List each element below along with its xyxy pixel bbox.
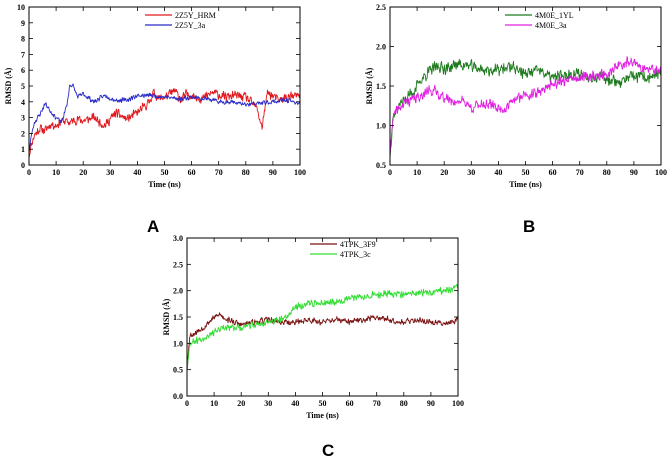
panel-c-x-tick-label: 40 bbox=[291, 399, 299, 408]
panel-a-y-tick-label: 7 bbox=[21, 50, 25, 59]
panel-a-x-tick-label: 30 bbox=[106, 168, 114, 177]
panel-letter-a: A bbox=[147, 217, 159, 236]
panel-a-series-2z5y-hrm bbox=[28, 88, 301, 157]
panel-b-x-tick-label: 10 bbox=[413, 168, 421, 177]
panel-a-y-tick-label: 3 bbox=[21, 114, 25, 123]
panel-b-y-tick-label: 2.5 bbox=[376, 3, 386, 12]
panel-c-legend-label: 4TPK_3F9 bbox=[340, 240, 376, 249]
panel-c-legend-label: 4TPK_3c bbox=[340, 250, 371, 259]
panel-a-y-tick-label: 0 bbox=[21, 161, 25, 170]
panel-b-y-tick-label: 0.5 bbox=[376, 161, 386, 170]
panel-c-y-axis-title: RMSD (Å) bbox=[162, 298, 171, 335]
panel-a-y-tick-label: 2 bbox=[21, 129, 25, 138]
panel-a-x-tick-label: 10 bbox=[52, 168, 60, 177]
panel-c-y-tick-label: 2.5 bbox=[173, 260, 183, 269]
panel-b-series-4m0e-3a bbox=[389, 56, 662, 158]
panel-b-legend-label: 4M0E_3a bbox=[535, 21, 567, 30]
panel-c-y-tick-label: 1.5 bbox=[173, 313, 183, 322]
panel-a-y-tick-label: 10 bbox=[17, 3, 25, 12]
panel-c-y-tick-label: 0.5 bbox=[173, 366, 183, 375]
panel-c-x-tick-label: 100 bbox=[452, 399, 464, 408]
panel-b-x-tick-label: 70 bbox=[576, 168, 584, 177]
panel-b-x-tick-label: 50 bbox=[522, 168, 530, 177]
panel-b-x-tick-label: 100 bbox=[655, 168, 667, 177]
panel-c-x-axis-title: Time (ns) bbox=[306, 411, 339, 420]
panel-a-series-2z5y-3a bbox=[28, 83, 301, 153]
panel-c-chart: 0 10 20 30 40 50 60 70 80 90 100 0.0 0.5 1.0 1.5 2.0 2.5… bbox=[162, 234, 464, 420]
panel-c-x-tick-label: 90 bbox=[427, 399, 435, 408]
panel-b-y-axis-title: RMSD (Å) bbox=[365, 67, 374, 104]
panel-b-x-tick-label: 0 bbox=[388, 168, 392, 177]
panel-c-series-4tpk-3f9 bbox=[186, 312, 459, 370]
panel-c-x-tick-label: 20 bbox=[237, 399, 245, 408]
panel-a-x-tick-label: 70 bbox=[215, 168, 223, 177]
panel-c-y-tick-label: 3.0 bbox=[173, 234, 183, 243]
panel-b-x-tick-label: 40 bbox=[494, 168, 502, 177]
panel-b-x-axis-title: Time (ns) bbox=[509, 180, 542, 189]
panel-a-x-tick-label: 40 bbox=[133, 168, 141, 177]
panel-a-x-tick-label: 60 bbox=[188, 168, 196, 177]
panel-b-y-tick-label: 1.5 bbox=[376, 82, 386, 91]
panel-b-y-tick-label: 1.0 bbox=[376, 122, 386, 131]
panel-a-x-tick-label: 80 bbox=[242, 168, 250, 177]
panel-letter-b: B bbox=[523, 217, 535, 236]
panel-a-x-tick-label: 90 bbox=[269, 168, 277, 177]
panel-b-y-tick-label: 2.0 bbox=[376, 43, 386, 52]
panel-a-y-tick-label: 1 bbox=[21, 145, 25, 154]
panel-c-plot-frame bbox=[186, 237, 459, 397]
panel-b-x-tick-label: 60 bbox=[549, 168, 557, 177]
panel-c-x-tick-label: 10 bbox=[210, 399, 218, 408]
panel-a-x-tick-label: 20 bbox=[79, 168, 87, 177]
panel-c-y-tick-label: 1.0 bbox=[173, 339, 183, 348]
panel-b-legend-label: 4M0E_1YL bbox=[535, 11, 574, 20]
panel-b-x-tick-label: 30 bbox=[467, 168, 475, 177]
panel-a-x-tick-label: 50 bbox=[161, 168, 169, 177]
panel-a-x-tick-label: 0 bbox=[27, 168, 31, 177]
panel-b-x-tick-label: 20 bbox=[440, 168, 448, 177]
panel-c-x-tick-label: 60 bbox=[346, 399, 354, 408]
panel-b-x-tick-label: 90 bbox=[630, 168, 638, 177]
panel-c-x-tick-label: 30 bbox=[264, 399, 272, 408]
panel-c-x-tick-label: 0 bbox=[185, 399, 189, 408]
panel-c-series-4tpk-3c bbox=[186, 283, 459, 370]
panel-a-y-tick-label: 9 bbox=[21, 19, 25, 28]
panel-a-x-tick-label: 100 bbox=[294, 168, 306, 177]
panel-a-legend-label: 2Z5Y_HRM bbox=[175, 11, 216, 20]
panel-b-chart: 0 10 20 30 40 50 60 70 80 90 100 0.5 1.0 1.5 2.0 2.5 Tim… bbox=[365, 3, 667, 189]
panel-a-legend-label: 2Z5Y_3a bbox=[175, 21, 206, 30]
panel-b-x-tick-label: 80 bbox=[603, 168, 611, 177]
panel-a-y-tick-label: 4 bbox=[21, 98, 25, 107]
panel-a-y-tick-label: 8 bbox=[21, 35, 25, 44]
panel-a-x-axis-title: Time (ns) bbox=[148, 180, 181, 189]
panel-c-y-tick-label: 2.0 bbox=[173, 287, 183, 296]
panel-c-x-tick-label: 70 bbox=[373, 399, 381, 408]
panel-b-series-4m0e-1yl bbox=[389, 58, 662, 158]
panel-c-y-tick-label: 0.0 bbox=[173, 392, 183, 401]
panel-letter-c: C bbox=[322, 441, 334, 460]
panel-c-x-tick-label: 50 bbox=[319, 399, 327, 408]
panel-a-y-tick-label: 5 bbox=[21, 82, 25, 91]
panel-a-chart: 0 10 20 30 40 50 60 70 80 90 100 0 1 2 3 4 5 6 7 8 9 10 Time (… bbox=[4, 3, 306, 189]
panel-a-y-axis-title: RMSD (Å) bbox=[4, 67, 13, 104]
panel-a-y-tick-label: 6 bbox=[21, 66, 25, 75]
panel-c-x-tick-label: 80 bbox=[400, 399, 408, 408]
